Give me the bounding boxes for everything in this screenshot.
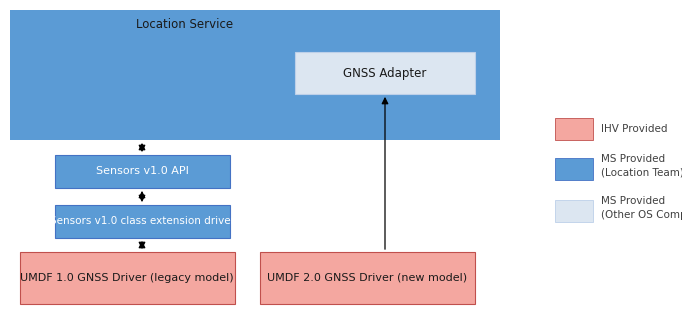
Text: UMDF 1.0 GNSS Driver (legacy model): UMDF 1.0 GNSS Driver (legacy model) [20, 273, 234, 283]
Text: Sensors v1.0 class extension driver: Sensors v1.0 class extension driver [50, 216, 235, 226]
Bar [260, 252, 475, 304]
Text: MS Provided
(Other OS Component): MS Provided (Other OS Component) [601, 196, 682, 220]
Bar [295, 52, 475, 94]
Text: Sensors v1.0 API: Sensors v1.0 API [95, 166, 188, 176]
Bar [555, 118, 593, 140]
Text: IHV Provided: IHV Provided [601, 124, 668, 134]
Bar [555, 158, 593, 180]
Text: UMDF 2.0 GNSS Driver (new model): UMDF 2.0 GNSS Driver (new model) [267, 273, 467, 283]
Text: GNSS Adapter: GNSS Adapter [343, 66, 427, 79]
Text: MS Provided
(Location Team): MS Provided (Location Team) [601, 154, 682, 178]
Bar [55, 205, 230, 238]
Bar [10, 10, 500, 140]
Bar [20, 252, 235, 304]
Bar [55, 155, 230, 188]
Bar [555, 200, 593, 222]
Text: Location Service: Location Service [136, 19, 233, 32]
